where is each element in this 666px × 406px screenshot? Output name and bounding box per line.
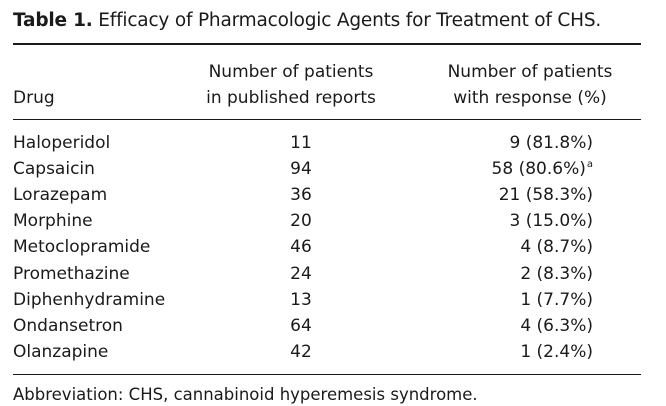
cell-response: 9 (81.8%): [443, 130, 594, 156]
footnote-marker: a: [586, 159, 593, 171]
cell-drug: Promethazine: [13, 263, 130, 284]
cell-drug: Ondansetron: [13, 315, 123, 336]
cell-patients: 64: [290, 315, 312, 336]
cell-response-value: 3 (15.0%): [509, 211, 594, 232]
cell-response-value: 4 (6.3%): [520, 315, 593, 336]
cell-response: 1 (7.7%): [443, 287, 593, 313]
cell-response: 4 (6.3%): [443, 313, 593, 339]
table-row: Capsaicin 94 58 (80.6%)a: [13, 156, 641, 182]
header-drug: Drug: [13, 88, 55, 108]
table-caption-text: Efficacy of Pharmacologic Agents for Tre…: [98, 10, 602, 31]
cell-drug: Diphenhydramine: [13, 289, 166, 310]
header-patients: Number of patients in published reports: [186, 59, 396, 111]
cell-response: 2 (8.3%): [443, 261, 593, 287]
cell-response-value: 21 (58.3%): [498, 185, 593, 206]
cell-drug: Lorazepam: [13, 185, 108, 206]
cell-response-value: 1 (7.7%): [520, 289, 593, 310]
cell-response-value: 2 (8.3%): [520, 263, 593, 284]
table-row: Promethazine 24 2 (8.3%): [13, 261, 641, 287]
cell-drug: Haloperidol: [13, 133, 111, 153]
cell-response: 21 (58.3%): [443, 182, 593, 208]
bottom-rule: [13, 374, 641, 375]
header-patients-line1: Number of patients: [208, 62, 374, 82]
table-caption: Table 1. Efficacy of Pharmacologic Agent…: [13, 10, 601, 31]
cell-patients: 20: [290, 211, 312, 232]
cell-patients: 42: [290, 341, 312, 362]
header-patients-line2: in published reports: [206, 88, 376, 108]
table-row: Morphine 20 3 (15.0%): [13, 208, 641, 234]
cell-response-value: 4 (8.7%): [520, 237, 593, 258]
table-row: Haloperidol 11 9 (81.8%): [13, 130, 641, 156]
cell-drug: Olanzapine: [13, 341, 109, 362]
cell-patients: 36: [290, 185, 312, 206]
table-row: Diphenhydramine 13 1 (7.7%): [13, 287, 641, 313]
cell-patients: 13: [290, 289, 312, 310]
top-rule: [13, 43, 641, 45]
cell-response-value: 58 (80.6%): [491, 159, 586, 180]
cell-patients: 94: [290, 159, 312, 180]
table-caption-label: Table 1.: [13, 10, 93, 31]
header-response-line2: with response (%): [453, 88, 607, 108]
cell-response: 1 (2.4%): [443, 339, 593, 365]
cell-drug: Capsaicin: [13, 159, 95, 180]
cell-patients: 46: [290, 237, 312, 258]
table-row: Lorazepam 36 21 (58.3%): [13, 182, 641, 208]
cell-drug: Metoclopramide: [13, 237, 151, 258]
cell-response-value: 1 (2.4%): [520, 341, 593, 362]
cell-response: 4 (8.7%): [443, 234, 593, 260]
table-row: Metoclopramide 46 4 (8.7%): [13, 234, 641, 260]
cell-response-value: 9 (81.8%): [509, 133, 594, 153]
header-rule: [13, 119, 641, 120]
table-row: Olanzapine 42 1 (2.4%): [13, 339, 641, 365]
cell-response: 3 (15.0%): [443, 208, 594, 234]
table-row: Ondansetron 64 4 (6.3%): [13, 313, 641, 339]
cell-response: 58 (80.6%)a: [443, 156, 593, 185]
cell-patients: 24: [290, 263, 312, 284]
header-response-line1: Number of patients: [447, 62, 613, 82]
table-footnote: Abbreviation: CHS, cannabinoid hyperemes…: [13, 385, 478, 404]
header-response: Number of patients with response (%): [430, 59, 630, 111]
cell-drug: Morphine: [13, 211, 93, 232]
cell-patients: 11: [290, 133, 312, 153]
